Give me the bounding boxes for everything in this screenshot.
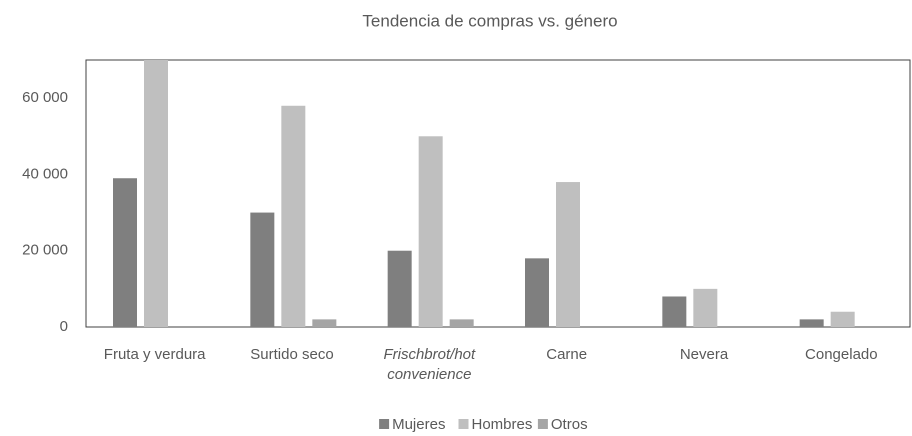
- x-tick-label-box: Frischbrot/hot convenience: [383, 346, 476, 383]
- x-tick-label-box: Surtido seco: [250, 346, 334, 363]
- legend-swatch: [379, 419, 390, 429]
- bar: [113, 178, 138, 327]
- x-tick-label-box: Fruta y verdura: [103, 346, 206, 363]
- x-tick-label-box: Nevera: [679, 346, 729, 363]
- x-tick-label: Frischbrot/hot convenience: [383, 346, 476, 383]
- x-tick-label: Congelado: [805, 346, 878, 363]
- y-tick-label: 60 000: [22, 89, 68, 106]
- legend-swatch: [537, 419, 548, 429]
- bar: [662, 296, 687, 327]
- bar: [144, 60, 169, 327]
- bar: [693, 288, 718, 327]
- bar: [525, 258, 550, 327]
- y-tick-label: 0: [60, 318, 68, 335]
- x-tick-label: Surtido seco: [250, 346, 334, 363]
- bar: [449, 319, 474, 327]
- y-tick-label: 40 000: [22, 165, 68, 182]
- x-tick-label-box: Congelado: [805, 346, 878, 363]
- legend-label: Otros: [551, 416, 588, 433]
- plot-frame: [85, 59, 911, 328]
- x-tick-label-box: Carne: [546, 346, 588, 363]
- x-tick-label: Nevera: [679, 346, 729, 363]
- legend-label: Mujeres: [392, 416, 445, 433]
- x-tick-label: Carne: [546, 346, 588, 363]
- chart-title: Tendencia de compras vs. género: [362, 11, 617, 30]
- bar: [418, 136, 443, 327]
- bar: [799, 319, 824, 327]
- y-tick-label: 20 000: [22, 242, 68, 259]
- legend-label: Hombres: [472, 416, 533, 433]
- legend-swatch: [458, 419, 469, 429]
- bar: [387, 250, 412, 327]
- bar: [556, 182, 581, 327]
- bar: [250, 212, 275, 327]
- bar: [281, 105, 306, 328]
- bar: [312, 319, 337, 327]
- bar: [830, 311, 855, 327]
- x-tick-label: Fruta y verdura: [103, 346, 206, 363]
